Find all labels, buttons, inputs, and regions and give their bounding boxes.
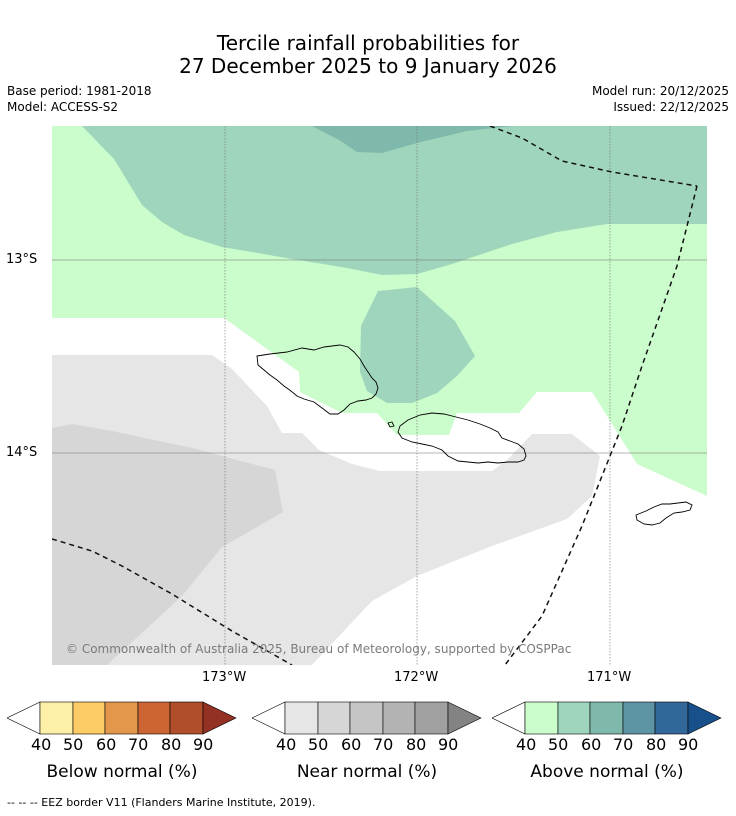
near-bin-60 xyxy=(349,701,384,735)
near-normal-title: Near normal (%) xyxy=(296,762,438,782)
above-normal-title: Above normal (%) xyxy=(530,762,684,782)
above-tick-80: 80 xyxy=(646,735,667,754)
eez-legend-note: -- -- -- EEZ border V11 (Flanders Marine… xyxy=(7,796,316,809)
title-line-1: Tercile rainfall probabilities for xyxy=(216,31,520,55)
above-tick-40: 40 xyxy=(516,735,537,754)
savaii-island xyxy=(256,344,379,415)
below-bin-70 xyxy=(137,701,171,735)
manono-islet xyxy=(387,421,395,428)
colorbar-above-normal xyxy=(492,701,722,735)
above-extend-high xyxy=(687,701,722,735)
graticule xyxy=(52,126,707,665)
near-tick-60: 60 xyxy=(341,735,362,754)
above-normal-60-region xyxy=(312,126,512,153)
lat-label-13s: 13°S xyxy=(6,252,38,267)
near-extend-high xyxy=(447,701,482,735)
tutuila-island xyxy=(635,501,693,526)
near-extend-low xyxy=(252,701,286,735)
near-normal-40-region xyxy=(52,355,600,665)
above-normal-50-region-north xyxy=(82,126,707,275)
near-tick-90: 90 xyxy=(438,735,459,754)
copyright-notice: © Commonwealth of Australia 2025, Bureau… xyxy=(66,642,571,656)
lon-label-171w: 171°W xyxy=(587,670,632,685)
above-extend-low xyxy=(492,701,526,735)
issued-date: Issued: 22/12/2025 xyxy=(613,100,729,114)
above-bin-70 xyxy=(622,701,656,735)
model-name: Model: ACCESS-S2 xyxy=(7,100,119,114)
lon-label-173w: 173°W xyxy=(202,670,247,685)
near-bin-50 xyxy=(317,701,351,735)
below-tick-40: 40 xyxy=(31,735,52,754)
colorbar-below-normal xyxy=(7,701,237,735)
above-bin-50 xyxy=(557,701,591,735)
above-tick-90: 90 xyxy=(678,735,699,754)
eez-border xyxy=(52,126,698,665)
near-tick-70: 70 xyxy=(373,735,394,754)
base-period: Base period: 1981-2018 xyxy=(7,84,152,98)
model-run: Model run: 20/12/2025 xyxy=(591,84,729,98)
near-bin-40 xyxy=(284,701,319,735)
above-normal-50-region-samoa xyxy=(360,287,475,403)
below-bin-80 xyxy=(169,701,204,735)
below-extend-low xyxy=(7,701,41,735)
colorbar-near-normal xyxy=(252,701,482,735)
above-bin-60 xyxy=(589,701,624,735)
above-tick-50: 50 xyxy=(548,735,569,754)
near-bin-70 xyxy=(382,701,416,735)
below-bin-50 xyxy=(72,701,106,735)
below-extend-high xyxy=(202,701,237,735)
below-bin-40 xyxy=(39,701,74,735)
below-normal-title: Below normal (%) xyxy=(46,762,198,782)
near-tick-50: 50 xyxy=(308,735,329,754)
below-tick-60: 60 xyxy=(96,735,117,754)
below-tick-80: 80 xyxy=(161,735,182,754)
lat-label-14s: 14°S xyxy=(6,445,38,460)
lon-label-172w: 172°W xyxy=(394,670,439,685)
below-bin-60 xyxy=(104,701,139,735)
upolu-island xyxy=(397,412,527,464)
near-bin-80 xyxy=(414,701,449,735)
forecast-map[interactable]: © Commonwealth of Australia 2025, Bureau… xyxy=(52,126,707,665)
below-tick-70: 70 xyxy=(128,735,149,754)
above-tick-60: 60 xyxy=(581,735,602,754)
below-tick-50: 50 xyxy=(63,735,84,754)
below-tick-90: 90 xyxy=(193,735,214,754)
title-line-2: 27 December 2025 to 9 January 2026 xyxy=(179,54,557,78)
above-tick-70: 70 xyxy=(613,735,634,754)
near-tick-80: 80 xyxy=(406,735,427,754)
above-bin-80 xyxy=(654,701,689,735)
near-tick-40: 40 xyxy=(276,735,297,754)
above-bin-40 xyxy=(524,701,559,735)
